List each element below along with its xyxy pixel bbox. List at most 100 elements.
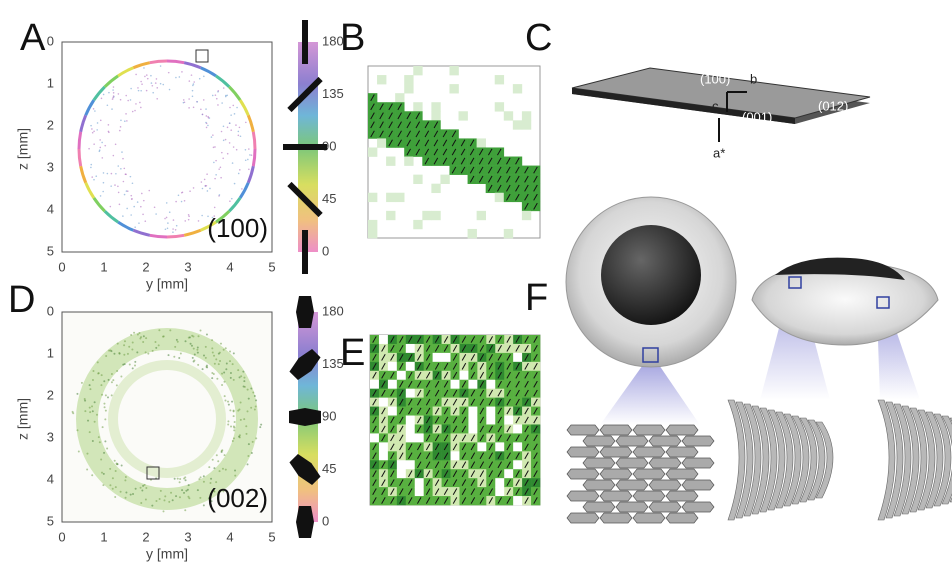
hatch: [497, 380, 502, 388]
speckle: [247, 455, 250, 458]
orientation-glyph: [287, 181, 323, 218]
hatch: [390, 479, 395, 487]
hatch: [434, 425, 440, 433]
colorbar-tick-label: 135: [322, 356, 344, 371]
ring-arc: [183, 61, 202, 70]
pixel: [432, 352, 442, 363]
x-tick-label: 2: [142, 529, 149, 544]
speckle: [202, 475, 205, 478]
hatch: [506, 362, 511, 370]
pixel: [512, 120, 523, 130]
speckle: [165, 202, 168, 204]
speckle: [110, 185, 112, 187]
speckle: [104, 409, 107, 412]
pixel: [477, 442, 487, 452]
speckle: [104, 440, 107, 443]
fiber: [791, 415, 810, 505]
speckle: [218, 168, 220, 170]
speckle: [240, 375, 243, 378]
speckle: [221, 384, 224, 387]
speckle: [129, 493, 132, 496]
hatch: [390, 353, 395, 361]
speckle: [101, 141, 103, 144]
speckle: [153, 206, 156, 209]
hatch: [524, 407, 529, 415]
speckle: [205, 121, 207, 124]
speckle: [260, 423, 263, 426]
pixel: [414, 478, 424, 488]
speckle: [80, 381, 83, 384]
hatch: [488, 461, 494, 469]
hatch: [461, 380, 467, 388]
speckle: [196, 346, 199, 349]
speckle: [204, 356, 207, 359]
hatch: [390, 497, 395, 504]
hatch: [470, 497, 476, 504]
speckle: [211, 347, 214, 350]
speckle: [214, 146, 216, 148]
speckle: [158, 329, 161, 332]
hatch: [470, 371, 476, 379]
hatch: [461, 488, 467, 495]
speckle: [171, 499, 174, 502]
speckle: [131, 367, 134, 370]
pixel: [494, 192, 505, 203]
speckle: [201, 368, 204, 371]
hatch: [515, 362, 520, 370]
speckle: [201, 187, 204, 190]
ring-arc: [215, 74, 231, 88]
pixel: [386, 192, 396, 203]
ring-arc: [215, 210, 231, 224]
speckle: [178, 496, 181, 499]
hatch: [524, 184, 529, 192]
hatch: [408, 470, 413, 478]
speckle: [136, 351, 139, 354]
speckle: [225, 368, 228, 371]
speckle: [224, 399, 227, 402]
speckle: [162, 83, 165, 86]
speckle: [197, 220, 200, 222]
ring-arc: [103, 210, 119, 224]
speckle: [137, 89, 140, 92]
hatch: [497, 345, 502, 352]
hatch: [515, 470, 520, 478]
hatch: [408, 497, 413, 504]
speckle: [122, 215, 124, 217]
hatch: [372, 443, 377, 451]
speckle: [102, 190, 104, 193]
hatch: [424, 148, 430, 156]
speckle: [228, 142, 231, 144]
cell: [665, 490, 699, 502]
speckle: [115, 384, 118, 387]
cell: [566, 490, 600, 502]
speckle: [76, 392, 79, 395]
label: (001): [742, 109, 772, 124]
colorbar-tick-label: 0: [322, 243, 329, 258]
hatch: [434, 461, 440, 469]
hatch: [416, 497, 422, 504]
speckle: [115, 172, 117, 175]
ring-arc: [92, 197, 106, 213]
pixel: [387, 361, 398, 372]
speckle: [229, 200, 231, 203]
speckle: [138, 332, 141, 335]
speckle: [93, 130, 95, 133]
speckle: [210, 136, 213, 138]
speckle: [237, 172, 240, 175]
speckle: [92, 108, 95, 110]
hatch: [397, 130, 402, 138]
speckle: [232, 378, 235, 381]
hatch: [506, 371, 511, 379]
speckle: [213, 206, 216, 209]
panel-letter: A: [20, 17, 46, 59]
hatch: [461, 362, 467, 370]
speckle: [188, 107, 190, 109]
hatch: [479, 407, 485, 415]
fiber: [933, 413, 952, 507]
hatch: [533, 353, 538, 361]
hatch: [515, 166, 520, 174]
hatch: [415, 130, 421, 138]
hatch: [479, 470, 485, 478]
hatch: [372, 371, 377, 379]
label: (100): [700, 71, 730, 86]
